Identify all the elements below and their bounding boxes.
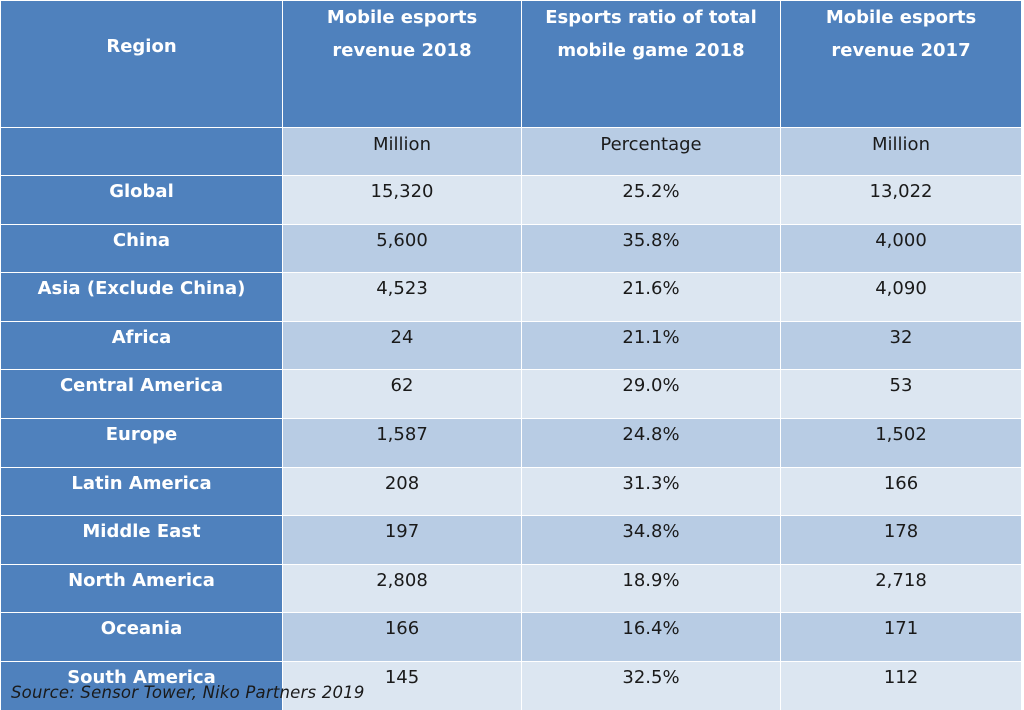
table-row: South America 145 32.5% 112 <box>0 660 1022 710</box>
region-cell: Oceania <box>0 612 283 662</box>
column-header-revenue-2017: Mobile esports revenue 2017 <box>780 0 1022 128</box>
revenue-2017-cell: 178 <box>780 515 1022 565</box>
ratio-2018-cell: 31.3% <box>521 466 781 517</box>
revenue-2017-cell: 13,022 <box>780 175 1022 225</box>
revenue-2017-cell: 166 <box>780 466 1022 517</box>
table-row: Latin America 208 31.3% 166 <box>0 466 1022 517</box>
ratio-2018-cell: 32.5% <box>521 660 781 710</box>
region-cell: Central America <box>0 369 283 419</box>
revenue-2018-cell: 15,320 <box>282 175 522 225</box>
revenue-2017-cell: 4,000 <box>780 223 1022 274</box>
table-row: China 5,600 35.8% 4,000 <box>0 223 1022 274</box>
column-header-ratio-2018: Esports ratio of total mobile game 2018 <box>521 0 781 128</box>
revenue-2017-cell: 4,090 <box>780 272 1022 322</box>
column-header-line: Mobile esports <box>825 7 977 28</box>
header-row: Region Mobile esports revenue 2018 Espor… <box>0 0 1022 128</box>
table-row: Africa 24 21.1% 32 <box>0 320 1022 371</box>
region-cell: Europe <box>0 417 283 468</box>
column-header-label: Region <box>106 36 177 57</box>
revenue-2018-cell: 1,587 <box>282 417 522 468</box>
region-cell: Global <box>0 175 283 225</box>
ratio-2018-cell: 21.6% <box>521 272 781 322</box>
ratio-2018-cell: 25.2% <box>521 175 781 225</box>
column-header-line: Mobile esports <box>326 7 478 28</box>
column-header-line: revenue 2017 <box>831 40 971 61</box>
region-cell: Asia (Exclude China) <box>0 272 283 322</box>
ratio-2018-cell: 29.0% <box>521 369 781 419</box>
ratio-2018-cell: 16.4% <box>521 612 781 662</box>
table-row: Oceania 166 16.4% 171 <box>0 612 1022 662</box>
region-cell: North America <box>0 563 283 614</box>
ratio-2018-cell: 24.8% <box>521 417 781 468</box>
region-cell: Africa <box>0 320 283 371</box>
unit-cell-ratio-2018: Percentage <box>521 127 781 176</box>
revenue-2018-cell: 4,523 <box>282 272 522 322</box>
column-header-line: Esports ratio of total <box>545 7 757 28</box>
revenue-2017-cell: 2,718 <box>780 563 1022 614</box>
column-header-revenue-2018: Mobile esports revenue 2018 <box>282 0 522 128</box>
table-row: Global 15,320 25.2% 13,022 <box>0 175 1022 225</box>
revenue-2017-cell: 112 <box>780 660 1022 710</box>
revenue-2018-cell: 62 <box>282 369 522 419</box>
region-cell: South America <box>0 660 283 710</box>
revenue-2017-cell: 1,502 <box>780 417 1022 468</box>
ratio-2018-cell: 34.8% <box>521 515 781 565</box>
column-header-region: Region <box>0 0 283 128</box>
table-row: North America 2,808 18.9% 2,718 <box>0 563 1022 614</box>
table-row: Middle East 197 34.8% 178 <box>0 515 1022 565</box>
region-cell: Latin America <box>0 466 283 517</box>
region-cell: Middle East <box>0 515 283 565</box>
column-header-line: mobile game 2018 <box>557 40 745 61</box>
revenue-2018-cell: 5,600 <box>282 223 522 274</box>
revenue-2018-cell: 2,808 <box>282 563 522 614</box>
table-row: Europe 1,587 24.8% 1,502 <box>0 417 1022 468</box>
table-body: Global 15,320 25.2% 13,022 China 5,600 35.8% 4,… <box>0 175 1022 710</box>
unit-row: Million Percentage Million <box>0 127 1022 176</box>
revenue-2018-cell: 208 <box>282 466 522 517</box>
column-header-line: revenue 2018 <box>332 40 472 61</box>
region-cell: China <box>0 223 283 274</box>
revenue-2017-cell: 32 <box>780 320 1022 371</box>
revenue-2018-cell: 24 <box>282 320 522 371</box>
revenue-2018-cell: 166 <box>282 612 522 662</box>
table-row: Central America 62 29.0% 53 <box>0 369 1022 419</box>
unit-cell-revenue-2017: Million <box>780 127 1022 176</box>
revenue-2017-cell: 171 <box>780 612 1022 662</box>
ratio-2018-cell: 18.9% <box>521 563 781 614</box>
ratio-2018-cell: 21.1% <box>521 320 781 371</box>
revenue-2018-cell: 197 <box>282 515 522 565</box>
unit-cell-revenue-2018: Million <box>282 127 522 176</box>
revenue-2017-cell: 53 <box>780 369 1022 419</box>
unit-cell-region <box>0 127 283 176</box>
table-row: Asia (Exclude China) 4,523 21.6% 4,090 <box>0 272 1022 322</box>
source-note: Source: Sensor Tower, Niko Partners 2019 <box>11 683 365 702</box>
ratio-2018-cell: 35.8% <box>521 223 781 274</box>
